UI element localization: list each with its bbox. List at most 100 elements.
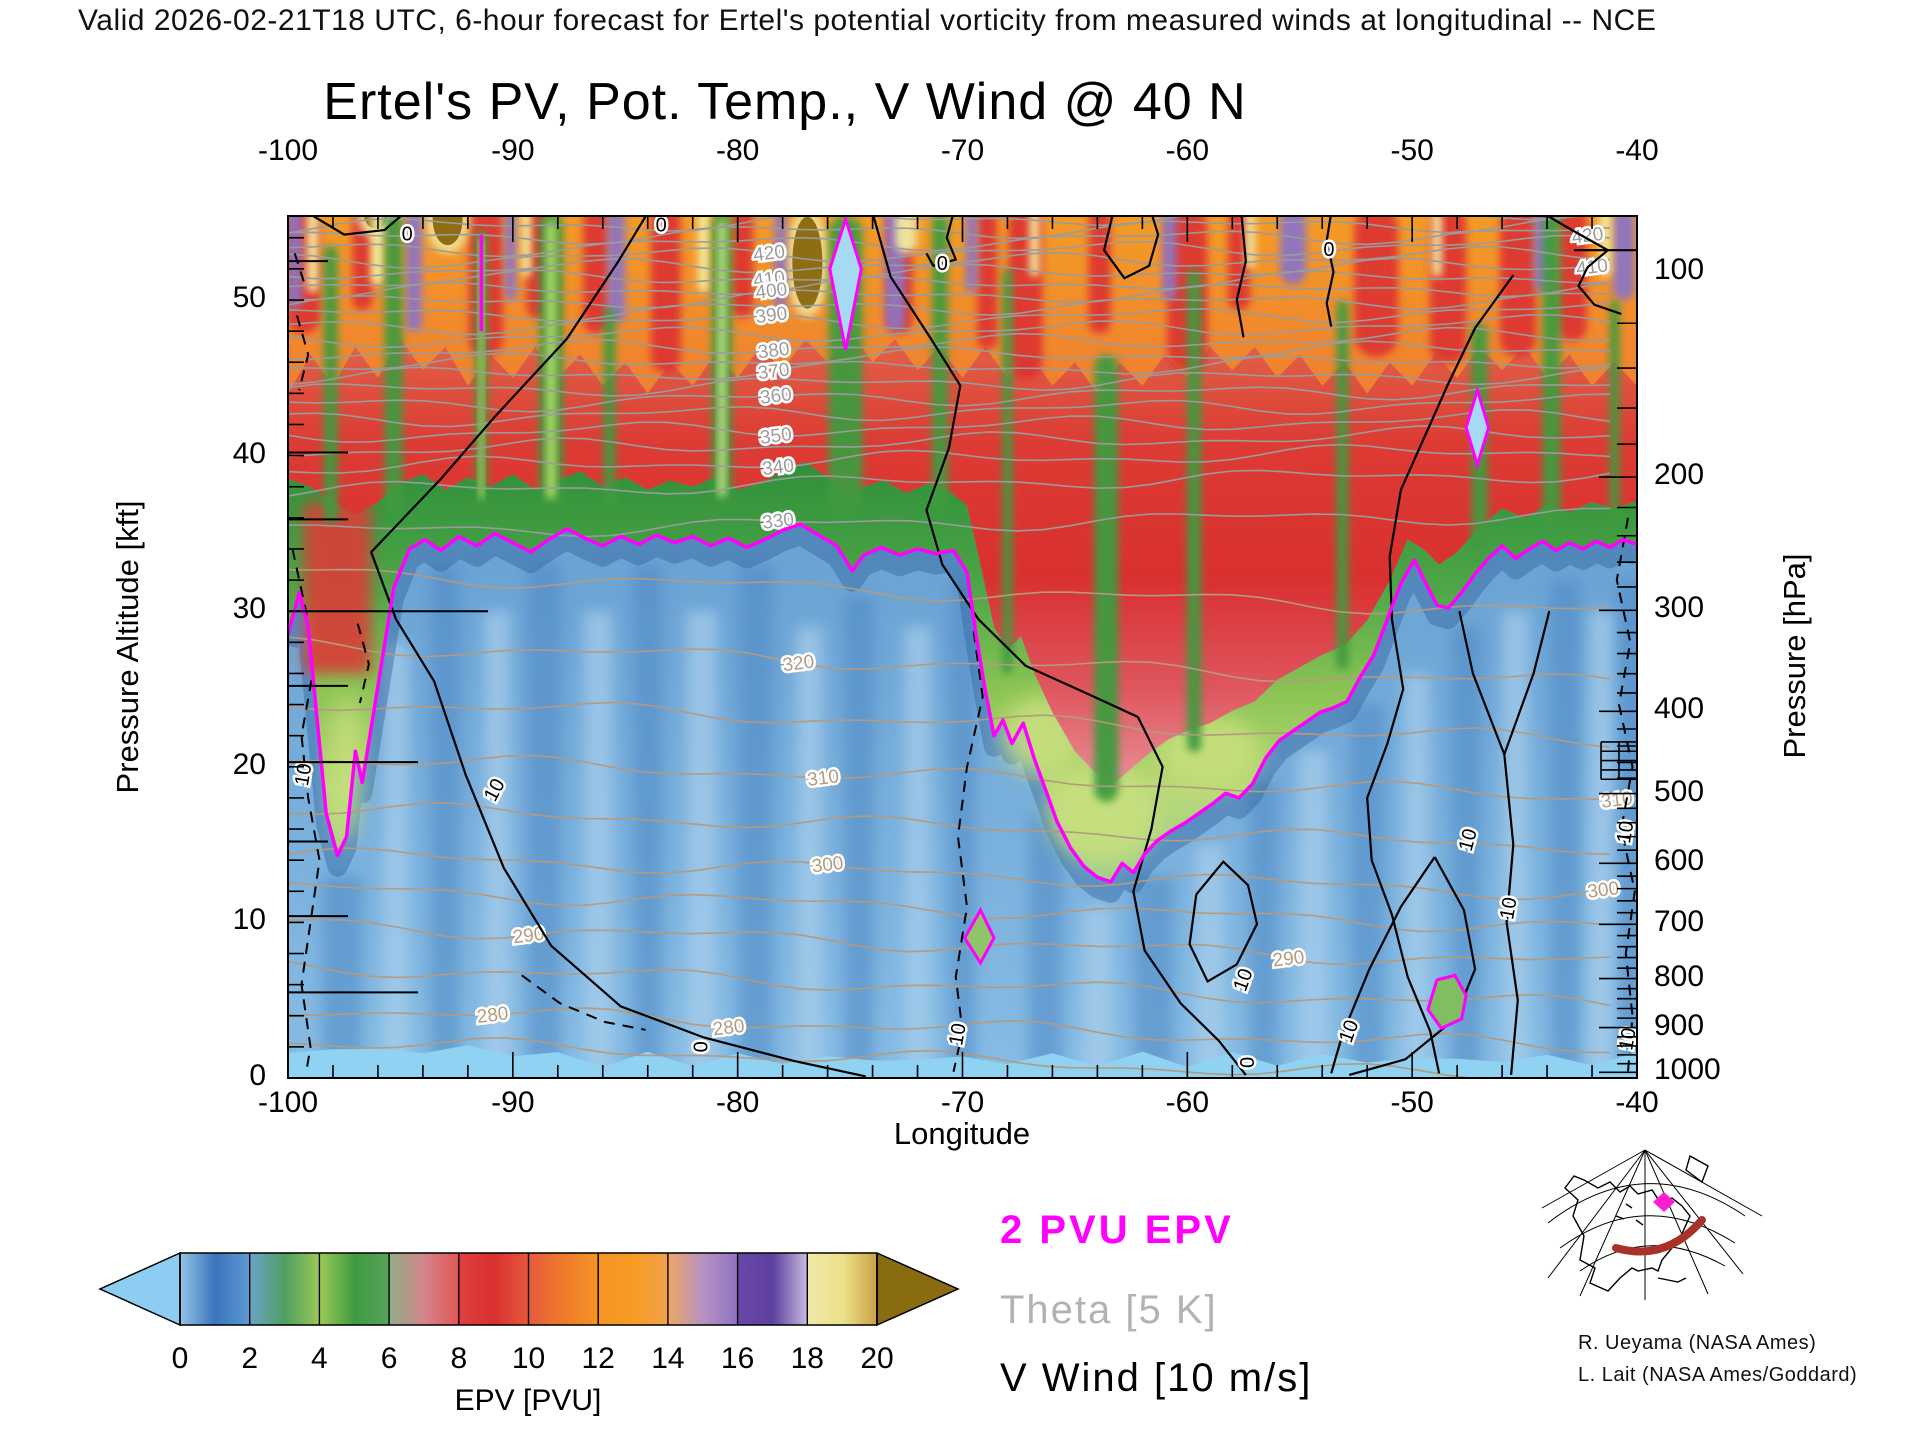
vwind-contour (925, 216, 958, 268)
vwind-contour (311, 216, 403, 236)
y-left-tick-label: 20 (232, 747, 266, 781)
blue-streak (904, 626, 931, 1078)
plot-field: 4204104003903803703603503403304204103203… (288, 214, 1637, 1078)
theta-contours: 4204104003903803703603503403304204103203… (288, 216, 1636, 1078)
blue-streak (1028, 813, 1063, 1078)
colorbar-segment (458, 1253, 530, 1325)
x-axis-title: Longitude (893, 1116, 1031, 1151)
theta-line (288, 245, 1611, 280)
pale-yellow-streak (1245, 216, 1256, 270)
pale-yellow-streak (895, 216, 918, 254)
vwind-contour (369, 216, 867, 1078)
legend-theta: Theta [5 K] (1000, 1288, 1218, 1332)
y-right-tick-label: 300 (1654, 591, 1705, 625)
colorbar-tick-label: 18 (790, 1342, 824, 1375)
theta-line (288, 443, 1611, 474)
colorbar-segment (598, 1253, 669, 1325)
low-epv-diamond (828, 216, 863, 351)
blue-streak (1550, 580, 1581, 1078)
colorbar-tick-label: 8 (450, 1342, 468, 1375)
vwind-contour-negative (356, 623, 370, 704)
vwind-contour-negative (296, 315, 310, 391)
vwind-label: 0 (402, 224, 413, 246)
theta-label: 400 (754, 279, 788, 304)
colorbar-tick-label: 16 (720, 1342, 755, 1375)
green-column (1094, 354, 1119, 802)
epv-green-band (288, 461, 1637, 882)
vwind-contour-negative (1615, 517, 1636, 1072)
x-tick-label-bottom: -80 (715, 1086, 760, 1119)
theta-label: 290 (1272, 947, 1306, 972)
credit-line-2: L. Lait (NASA Ames/Goddard) (1578, 1364, 1858, 1386)
purple-streak (1612, 216, 1635, 301)
colorbar (98, 1251, 960, 1327)
colorbar-segment (807, 1253, 878, 1325)
theta-label: 410 (752, 267, 786, 292)
theta-line (288, 270, 1611, 301)
low-epv-diamond (1464, 384, 1491, 471)
colorbar-tick-label: 12 (581, 1342, 615, 1375)
coastline (1564, 1154, 1709, 1292)
y-right-tick-label: 600 (1654, 844, 1705, 878)
red-top-column (1556, 216, 1587, 342)
theta-label: 310 (806, 766, 840, 791)
pale-yellow-streak (521, 216, 532, 277)
y-right-tick-label: 700 (1654, 905, 1705, 939)
colorbar-tick-label: 10 (511, 1342, 546, 1375)
y-right-tick-label: 900 (1654, 1008, 1705, 1042)
red-top-column (650, 216, 681, 373)
colorbar-arrow-right (876, 1251, 960, 1327)
theta-line (288, 383, 1611, 413)
theta-label: 340 (761, 455, 795, 480)
green-column (1609, 300, 1620, 532)
theta-label: 300 (1586, 878, 1620, 903)
pale-yellow-streak (1029, 216, 1040, 277)
colorbar-label: EPV [PVU] (454, 1384, 602, 1417)
graticule-meridian (1541, 1149, 1646, 1209)
y-right-tick-label: 200 (1654, 458, 1705, 492)
y-left-tick-label: 0 (249, 1059, 266, 1092)
theta-line (288, 1007, 1611, 1054)
colorbar-segment (528, 1253, 599, 1325)
vwind-contour-negative (952, 631, 984, 1073)
x-tick-label-top: -70 (940, 134, 985, 167)
theta-line (288, 754, 1611, 801)
profile-marker (1653, 1192, 1675, 1212)
theta-label: 350 (759, 424, 793, 449)
vwind-label: 0 (656, 214, 667, 236)
theta-line (288, 469, 1611, 497)
theta-line (288, 918, 1611, 966)
y-left-tick-label: 10 (232, 903, 266, 937)
pale-yellow-streak (370, 216, 385, 285)
blue-streak (737, 564, 774, 1078)
y-left-tick-label: 40 (232, 436, 266, 470)
vwind-label: 0 (1323, 239, 1334, 261)
graticule-meridian (1644, 1149, 1763, 1217)
x-tick-label-bottom: -70 (940, 1086, 985, 1119)
pale-yellow-streak (697, 216, 710, 293)
theta-label: 330 (761, 509, 795, 534)
theta-label: 360 (759, 384, 793, 409)
colorbar-tick-label: 6 (380, 1342, 398, 1375)
colorbar-arrow-left (98, 1251, 181, 1327)
purple-streak (1162, 216, 1177, 301)
legend-2pvu-epv: 2 PVU EPV (1000, 1208, 1234, 1252)
graticule-meridian (1547, 1149, 1646, 1279)
vwind-label: 0 (688, 1041, 710, 1052)
pale-yellow-streak (306, 216, 319, 293)
colorbar-tick-label: 20 (860, 1342, 894, 1375)
x-tick-label-top: -100 (257, 134, 319, 167)
blue-streak (686, 611, 717, 1078)
green-column-core (547, 220, 556, 499)
vwind-contour (1325, 216, 1335, 327)
y-right-tick-label: 1000 (1654, 1053, 1721, 1087)
green-column (1187, 268, 1202, 753)
blue-streak (1133, 875, 1174, 1078)
colorbar-tick-label: 0 (171, 1342, 189, 1375)
tropopause-line (288, 522, 1637, 884)
theta-label: 320 (781, 652, 815, 677)
colorbar-tick-label: 2 (241, 1342, 259, 1375)
